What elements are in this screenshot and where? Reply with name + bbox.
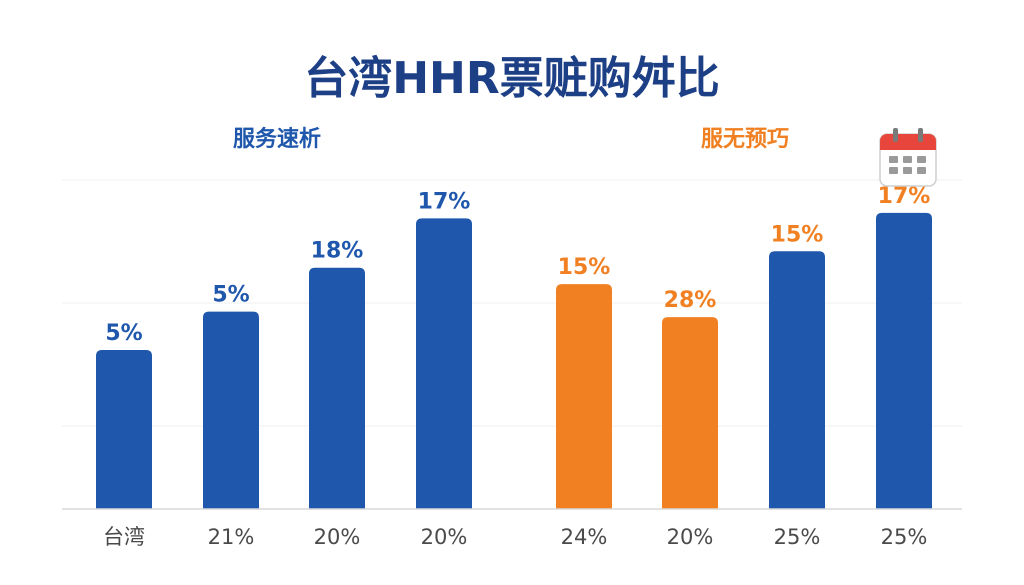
tick-label-g0-1: 21% — [208, 525, 255, 549]
gridlines — [62, 179, 962, 427]
data-label-g0-0: 5% — [105, 321, 142, 346]
calendar-icon — [879, 128, 937, 187]
bar-g1-1 — [662, 317, 718, 509]
data-label-g0-2: 18% — [311, 239, 364, 264]
data-label-g0-3: 17% — [418, 189, 471, 214]
bar-g1-0 — [556, 284, 612, 509]
bars — [96, 212, 932, 510]
group-title-right: 服无预巧 — [701, 127, 789, 152]
data-label-g1-1: 28% — [664, 288, 717, 313]
tick-label-g0-3: 20% — [421, 525, 468, 549]
data-label-g1-3: 17% — [878, 184, 931, 209]
tick-label-g0-2: 20% — [314, 525, 361, 549]
data-label-g1-0: 15% — [558, 255, 611, 280]
bar-g0-0 — [96, 349, 152, 509]
data-label-g1-2: 15% — [771, 222, 824, 247]
bar-g0-3 — [416, 218, 472, 509]
tick-label-g1-3: 25% — [881, 525, 928, 549]
bar-g0-1 — [203, 311, 259, 509]
tick-label-g1-1: 20% — [667, 525, 714, 549]
x-tick-labels: 台湾 21% 20% 20% 24% 20% 25% 25% — [103, 525, 927, 549]
group-title-left: 服务速析 — [233, 126, 321, 152]
tick-label-g1-0: 24% — [561, 525, 608, 549]
bar-g1-3 — [876, 212, 932, 509]
data-labels: 5% 5% 18% 17% 15% 28% 15% 17% — [105, 184, 930, 346]
tick-label-g0-0: 台湾 — [103, 525, 145, 549]
bar-g0-2 — [309, 267, 365, 509]
data-label-g0-1: 5% — [212, 283, 249, 308]
bar-g1-2 — [769, 251, 825, 510]
tick-label-g1-2: 25% — [774, 525, 821, 549]
chart-title: 台湾HHR票赃购舛比 — [304, 53, 720, 104]
